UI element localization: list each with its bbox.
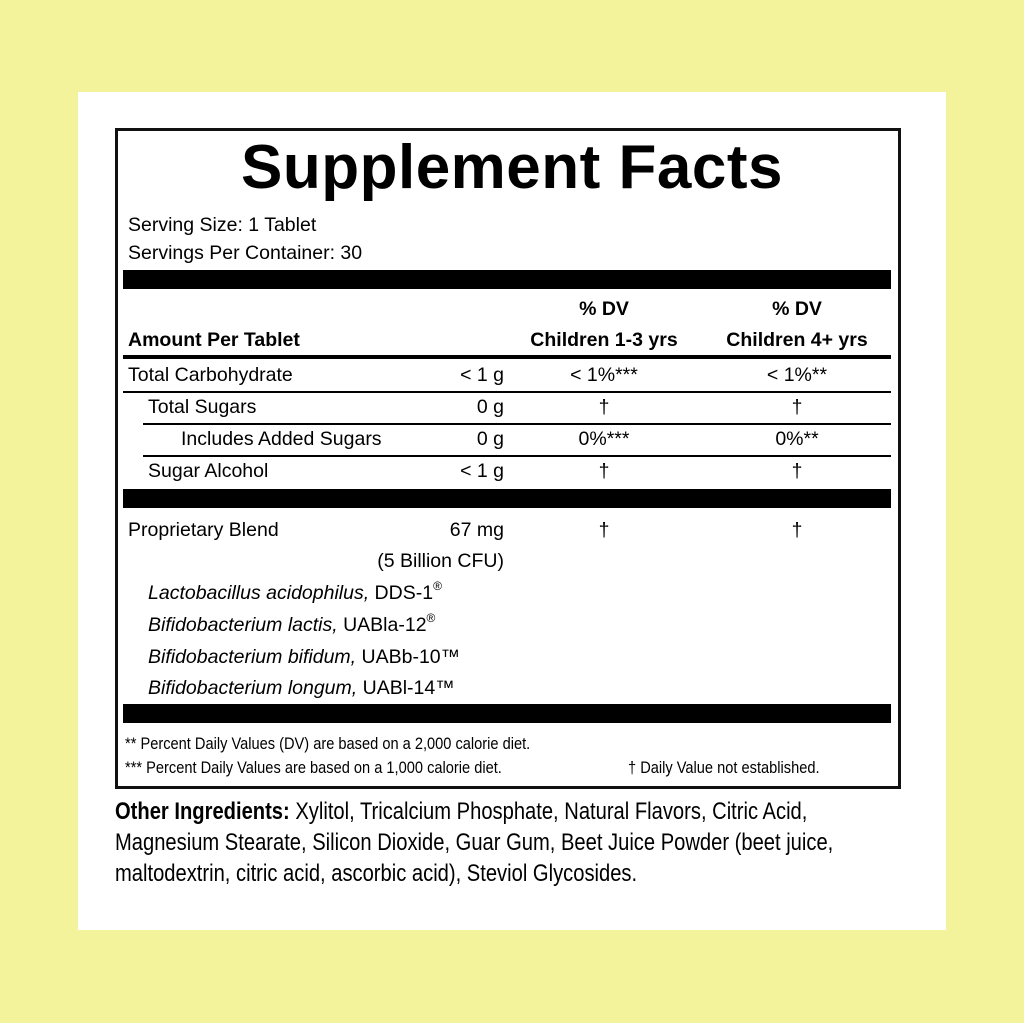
blend-cfu: (5 Billion CFU) <box>377 550 504 572</box>
strain-species: Bifidobacterium lactis, <box>148 614 338 636</box>
dv-header-1-top: % DV <box>579 298 629 320</box>
other-ingredients-text: Xylitol, Tricalcium Phosphate, Natural F… <box>115 798 834 887</box>
divider-thin <box>143 423 891 425</box>
blend-amount: 67 mg <box>449 519 504 541</box>
row-name: Total Sugars <box>148 396 257 418</box>
footnote-2000: ** Percent Daily Values (DV) are based o… <box>125 734 531 753</box>
row-name: Total Carbohydrate <box>128 364 293 386</box>
divider-thin <box>123 391 891 393</box>
divider-thick <box>123 704 891 723</box>
divider-thin <box>143 455 891 457</box>
other-ingredients: Other Ingredients: Xylitol, Tricalcium P… <box>115 796 871 889</box>
strain-item: Bifidobacterium longum, UABl-14™ <box>148 677 455 699</box>
footnote-1000: *** Percent Daily Values are based on a … <box>125 758 502 777</box>
panel-title: Supplement Facts <box>241 133 783 202</box>
servings-per-container: Servings Per Container: 30 <box>128 242 363 264</box>
row-dv1: † <box>598 396 610 418</box>
row-dv2: † <box>791 460 803 482</box>
row-amount: < 1 g <box>460 364 504 386</box>
strain-item: Bifidobacterium lactis, UABla-12® <box>148 612 435 636</box>
row-name: Sugar Alcohol <box>148 460 269 482</box>
dv-header-1-bottom: Children 1-3 yrs <box>530 329 678 351</box>
row-dv1: < 1%*** <box>570 364 638 386</box>
strain-code: UABla-12 <box>337 614 427 636</box>
row-dv2: < 1%** <box>766 364 828 386</box>
row-dv1: 0%*** <box>578 428 630 450</box>
row-amount: 0 g <box>476 428 504 450</box>
strain-item: Bifidobacterium bifidum, UABb-10™ <box>148 646 461 668</box>
registered-mark: ® <box>426 611 436 625</box>
other-ingredients-label: Other Ingredients: <box>115 798 290 825</box>
divider-thick <box>123 270 891 289</box>
amount-header: Amount Per Tablet <box>128 329 300 351</box>
strain-item: Lactobacillus acidophilus, DDS-1® <box>148 580 442 604</box>
serving-size: Serving Size: 1 Tablet <box>128 214 317 236</box>
row-dv2: 0%** <box>775 428 819 450</box>
footnote-dagger: † Daily Value not established. <box>628 758 820 777</box>
blend-name: Proprietary Blend <box>128 519 279 541</box>
supplement-facts-panel <box>115 128 901 789</box>
divider-thick <box>123 489 891 508</box>
blend-dv2: † <box>791 519 803 541</box>
strain-species: Bifidobacterium longum, <box>148 677 358 699</box>
strain-code: DDS-1 <box>369 582 434 604</box>
strain-species: Lactobacillus acidophilus, <box>148 582 370 604</box>
dv-header-2-bottom: Children 4+ yrs <box>726 329 868 351</box>
blend-dv1: † <box>598 519 610 541</box>
registered-mark: ® <box>433 579 442 593</box>
dv-header-2-top: % DV <box>772 298 822 320</box>
strain-species: Bifidobacterium bifidum, <box>148 646 357 668</box>
row-amount: 0 g <box>476 396 504 418</box>
row-dv2: † <box>791 396 803 418</box>
strain-code: UABb-10™ <box>356 646 461 668</box>
label-card <box>78 92 946 930</box>
divider-medium <box>123 355 891 359</box>
strain-code: UABl-14™ <box>357 677 455 699</box>
row-amount: < 1 g <box>460 460 504 482</box>
row-name: Includes Added Sugars <box>181 428 382 450</box>
row-dv1: † <box>598 460 610 482</box>
